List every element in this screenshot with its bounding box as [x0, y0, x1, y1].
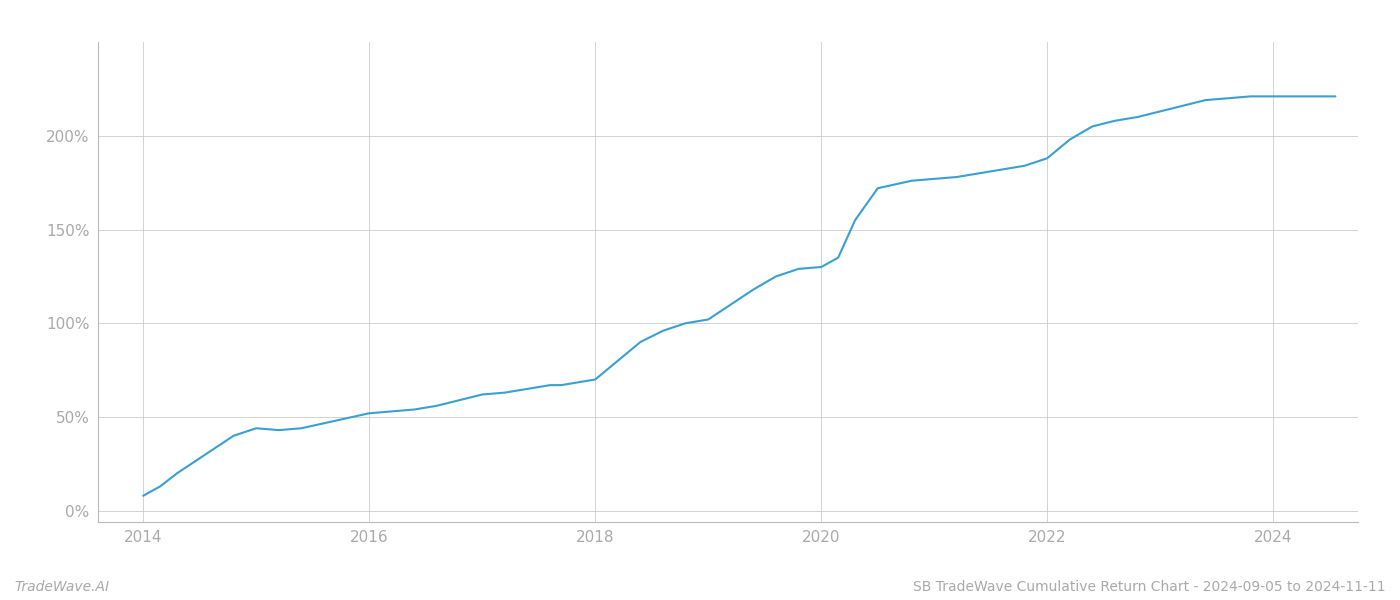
Text: TradeWave.AI: TradeWave.AI [14, 580, 109, 594]
Text: SB TradeWave Cumulative Return Chart - 2024-09-05 to 2024-11-11: SB TradeWave Cumulative Return Chart - 2… [913, 580, 1386, 594]
